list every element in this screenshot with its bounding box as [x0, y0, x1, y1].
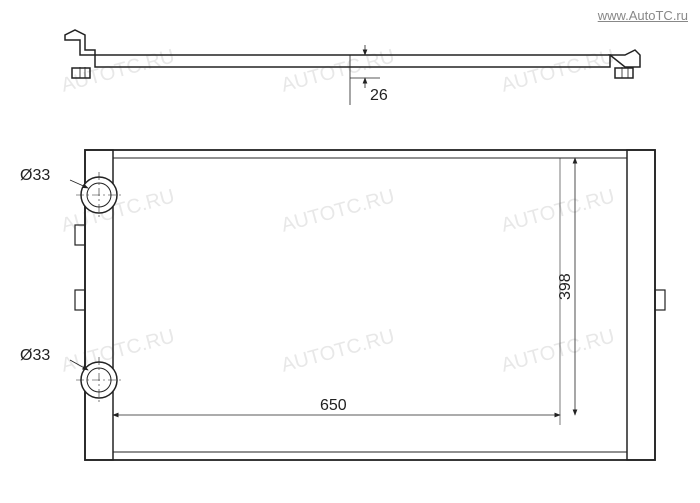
top-view: 26 — [65, 30, 640, 105]
dim-port-bottom: Ø33 — [20, 347, 50, 364]
technical-drawing: 26 Ø33 Ø33 6 — [0, 0, 700, 503]
dim-height: 398 — [557, 273, 574, 300]
dim-width: 650 — [320, 397, 347, 414]
front-view: Ø33 Ø33 650 398 — [20, 150, 665, 460]
dim-port-top: Ø33 — [20, 167, 50, 184]
dim-thickness: 26 — [370, 87, 388, 104]
